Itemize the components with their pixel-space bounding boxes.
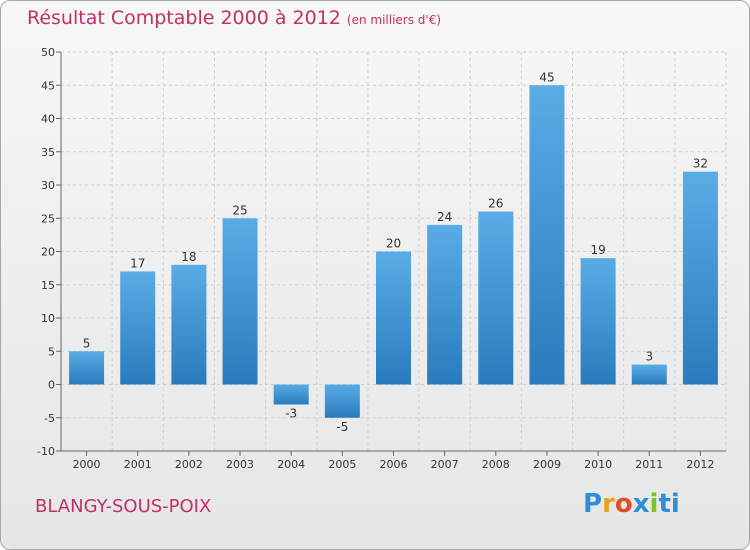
bar-2006: [376, 251, 411, 385]
bar-2000: [69, 351, 105, 385]
data-label-2001: 17: [130, 256, 145, 270]
y-tick-label: 35: [41, 146, 55, 159]
bar-2012: [682, 171, 718, 385]
x-tick-label: 2003: [226, 458, 254, 471]
x-tick-label: 2004: [277, 458, 305, 471]
bar-2009: [529, 85, 565, 385]
data-label-2009: 45: [539, 70, 554, 84]
data-label-2006: 20: [386, 237, 401, 251]
bar-2010: [580, 258, 616, 385]
data-label-2007: 24: [437, 210, 452, 224]
town-name: BLANGY-SOUS-POIX: [35, 496, 212, 517]
data-label-2005: -5: [336, 420, 348, 434]
proxiti-logo: Proxiti: [583, 489, 680, 519]
bar-2004: [273, 384, 309, 405]
y-tick-label: 20: [41, 246, 55, 259]
bars: [69, 85, 718, 418]
y-tick-label: 15: [41, 279, 55, 292]
y-tick-label: 25: [41, 212, 55, 225]
x-tick-label: 2011: [635, 458, 663, 471]
data-label-2008: 26: [488, 197, 503, 211]
y-tick-label: 10: [41, 312, 55, 325]
bar-2008: [478, 211, 514, 385]
data-label-2002: 18: [181, 250, 196, 264]
x-tick-label: 2009: [533, 458, 561, 471]
x-tick-label: 2001: [124, 458, 152, 471]
chart-title: Résultat Comptable 2000 à 2012 (en millie…: [27, 7, 441, 29]
chart-title-text: Résultat Comptable 2000 à 2012: [27, 7, 341, 29]
x-tick-label: 2012: [686, 458, 714, 471]
data-label-2010: 19: [590, 243, 605, 257]
y-tick-label: -5: [44, 412, 55, 425]
y-tick-label: 40: [41, 113, 55, 126]
y-tick-label: 50: [41, 46, 55, 59]
data-label-2000: 5: [83, 336, 91, 350]
x-tick-label: 2006: [380, 458, 408, 471]
y-tick-label: -10: [37, 445, 55, 458]
bar-2001: [120, 271, 156, 385]
data-label-2004: -3: [285, 406, 297, 420]
bar-2011: [631, 364, 667, 385]
data-label-2003: 25: [232, 203, 247, 217]
data-labels: 5 17 18 25 -3 -5 20 24 26 45 19 3 32: [83, 70, 708, 434]
x-tick-label: 2008: [482, 458, 510, 471]
y-tick-label: 0: [48, 379, 55, 392]
bar-2007: [427, 224, 463, 385]
y-tick-label: 45: [41, 79, 55, 92]
bar-2003: [222, 218, 258, 385]
x-tick-label: 2010: [584, 458, 612, 471]
x-tick-label: 2007: [431, 458, 459, 471]
x-tick-label: 2002: [175, 458, 203, 471]
data-label-2011: 3: [645, 350, 653, 364]
bar-2002: [171, 264, 207, 385]
x-tick-label: 2005: [328, 458, 356, 471]
x-tick-label: 2000: [73, 458, 101, 471]
bar-2005: [324, 384, 360, 418]
y-tick-label: 5: [48, 345, 55, 358]
y-tick-label: 30: [41, 179, 55, 192]
data-label-2012: 32: [693, 157, 708, 171]
grid-lines: [60, 51, 727, 452]
chart-subtitle: (en milliers d'€): [346, 13, 442, 27]
